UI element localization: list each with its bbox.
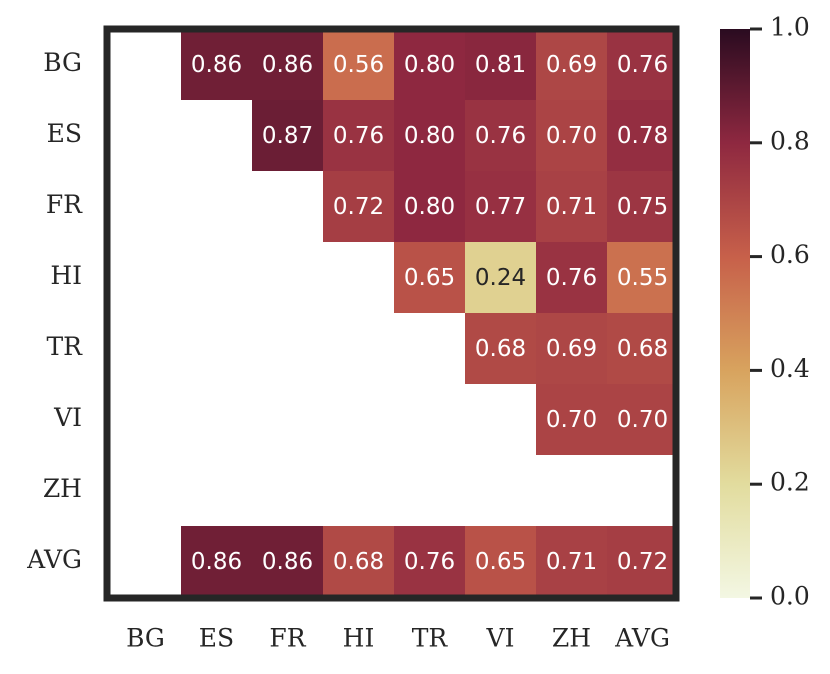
cell-value-label: 0.78 xyxy=(617,123,668,149)
x-tick-label: ES xyxy=(199,624,234,653)
x-tick-label: BG xyxy=(126,624,165,653)
cell-value-label: 0.75 xyxy=(617,194,668,220)
cell-value-label: 0.72 xyxy=(617,549,668,575)
heatmap-cell-es-vi xyxy=(465,100,536,171)
heatmap-cell-avg-fr xyxy=(252,526,323,597)
heatmap-cell-hi-tr xyxy=(394,242,465,313)
heatmap-cell-es-tr xyxy=(394,100,465,171)
heatmap-cell-hi-avg xyxy=(607,242,678,313)
cell-value-label: 0.70 xyxy=(617,407,668,433)
cell-value-label: 0.86 xyxy=(262,549,313,575)
heatmap-cell-tr-avg xyxy=(607,313,678,384)
heatmap-cell-tr-zh xyxy=(536,313,607,384)
cell-value-label: 0.80 xyxy=(404,52,455,78)
heatmap-cell-es-zh xyxy=(536,100,607,171)
heatmap-cell-avg-vi xyxy=(465,526,536,597)
heatmap-cell-fr-tr xyxy=(394,171,465,242)
cell-value-label: 0.86 xyxy=(191,549,242,575)
cell-value-label: 0.76 xyxy=(404,549,455,575)
cell-value-label: 0.69 xyxy=(546,336,597,362)
y-tick-label: TR xyxy=(47,332,84,361)
x-axis-tick-labels: BG ES FR HI TR VI ZH AVG xyxy=(126,624,670,653)
cell-value-label: 0.76 xyxy=(617,52,668,78)
heatmap-cell-bg-hi xyxy=(323,29,394,100)
cell-value-label: 0.86 xyxy=(191,52,242,78)
cell-value-label: 0.70 xyxy=(546,407,597,433)
x-tick-label: FR xyxy=(269,624,306,653)
heatmap-cell-avg-es xyxy=(181,526,252,597)
cell-value-label: 0.69 xyxy=(546,52,597,78)
heatmap-cell-avg-tr xyxy=(394,526,465,597)
x-tick-label: AVG xyxy=(614,624,670,653)
x-tick-label: TR xyxy=(412,624,449,653)
y-tick-label: BG xyxy=(43,48,82,77)
cell-value-label: 0.71 xyxy=(546,194,597,220)
heatmap-cell-vi-avg xyxy=(607,384,678,455)
heatmap-cell-bg-es xyxy=(181,29,252,100)
heatmap-cell-es-avg xyxy=(607,100,678,171)
colorbar-tick-label: 0.6 xyxy=(770,240,810,269)
colorbar-ticks: 0.0 0.2 0.4 0.6 0.8 1.0 xyxy=(750,13,810,611)
cell-value-label: 0.76 xyxy=(546,265,597,291)
heatmap-cell-avg-zh xyxy=(536,526,607,597)
heatmap-cells xyxy=(181,29,678,597)
heatmap-cell-bg-vi xyxy=(465,29,536,100)
cell-value-label: 0.76 xyxy=(475,123,526,149)
heatmap-cell-bg-fr xyxy=(252,29,323,100)
heatmap-cell-bg-avg xyxy=(607,29,678,100)
colorbar-tick-label: 0.4 xyxy=(770,354,810,383)
cell-value-label: 0.68 xyxy=(475,336,526,362)
colorbar-tick-label: 0.0 xyxy=(770,582,810,611)
cell-value-label: 0.76 xyxy=(333,123,384,149)
heatmap-cell-bg-tr xyxy=(394,29,465,100)
colorbar-tick-label: 1.0 xyxy=(770,13,810,42)
heatmap-cell-labels: 0.86 0.86 0.56 0.80 0.81 0.69 0.76 0.87 0.76 0.80… xyxy=(191,52,668,575)
y-tick-label: FR xyxy=(46,190,83,219)
colorbar-tick-label: 0.8 xyxy=(770,126,810,155)
cell-value-label: 0.55 xyxy=(617,265,668,291)
heatmap-cell-avg-avg xyxy=(607,526,678,597)
heatmap-cell-bg-zh xyxy=(536,29,607,100)
cell-value-label: 0.86 xyxy=(262,52,313,78)
heatmap-cell-es-hi xyxy=(323,100,394,171)
cell-value-label: 0.81 xyxy=(475,52,526,78)
cell-value-label: 0.24 xyxy=(475,265,526,291)
cell-value-label: 0.80 xyxy=(404,194,455,220)
heatmap-cell-tr-vi xyxy=(465,313,536,384)
colorbar xyxy=(720,29,750,598)
cell-value-label: 0.56 xyxy=(333,52,384,78)
heatmap-cell-fr-vi xyxy=(465,171,536,242)
heatmap-cell-es-fr xyxy=(252,100,323,171)
x-tick-label: HI xyxy=(343,624,375,653)
heatmap-cell-fr-avg xyxy=(607,171,678,242)
colorbar-tick-label: 0.2 xyxy=(770,468,810,497)
cell-value-label: 0.72 xyxy=(333,194,384,220)
cell-value-label: 0.65 xyxy=(475,549,526,575)
y-tick-label: ES xyxy=(47,119,82,148)
cell-value-label: 0.70 xyxy=(546,123,597,149)
cell-value-label: 0.71 xyxy=(546,549,597,575)
heatmap-cell-fr-zh xyxy=(536,171,607,242)
y-tick-label: AVG xyxy=(26,545,82,574)
cell-value-label: 0.65 xyxy=(404,265,455,291)
y-tick-label: ZH xyxy=(43,474,82,503)
cell-value-label: 0.68 xyxy=(333,549,384,575)
heatmap-cell-avg-hi xyxy=(323,526,394,597)
cell-value-label: 0.68 xyxy=(617,336,668,362)
x-tick-label: VI xyxy=(486,624,515,653)
y-tick-label: VI xyxy=(53,403,82,432)
y-axis-tick-labels: BG ES FR HI TR VI ZH AVG xyxy=(26,48,83,574)
y-tick-label: HI xyxy=(50,261,82,290)
heatmap-cell-vi-zh xyxy=(536,384,607,455)
cell-value-label: 0.77 xyxy=(475,194,526,220)
cell-value-label: 0.87 xyxy=(262,123,313,149)
x-tick-label: ZH xyxy=(552,624,591,653)
plot-frame xyxy=(103,25,680,602)
heatmap-cell-hi-zh xyxy=(536,242,607,313)
heatmap-cell-fr-hi xyxy=(323,171,394,242)
cell-value-label: 0.80 xyxy=(404,123,455,149)
heatmap-cell-hi-vi xyxy=(465,242,536,313)
